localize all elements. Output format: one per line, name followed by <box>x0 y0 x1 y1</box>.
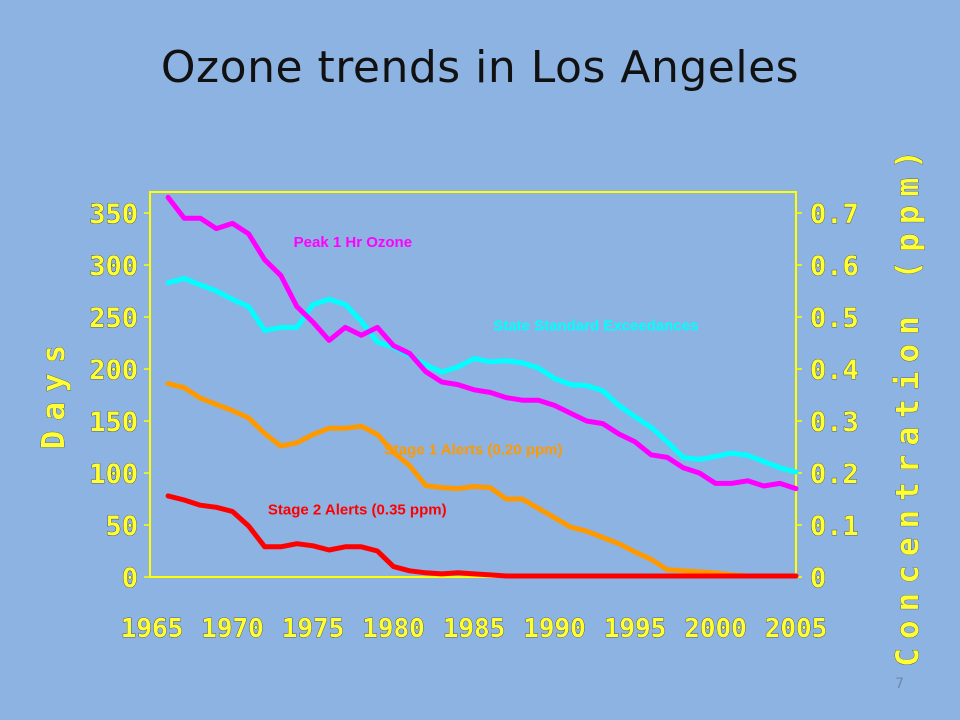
right-tick-label: 0.7 <box>810 199 859 230</box>
x-tick-label: 1985 <box>443 614 506 644</box>
series-annotation: Stage 2 Alerts (0.35 ppm) <box>268 502 447 519</box>
series-line-stage-2-alerts-0-35-ppm <box>165 493 799 579</box>
left-tick-label: 150 <box>89 407 138 438</box>
right-axis-title: Concentration (ppm) <box>890 141 926 667</box>
left-tick-label: 50 <box>105 511 138 542</box>
right-tick-label: 0.4 <box>810 355 859 386</box>
right-tick-label: 0.6 <box>810 251 859 282</box>
left-tick-label: 250 <box>89 303 138 334</box>
left-tick-label: 350 <box>89 199 138 230</box>
right-tick-label: 0.5 <box>810 303 859 334</box>
series-annotation: Stage 1 Alerts (0.20 ppm) <box>384 441 563 458</box>
x-tick-label: 2000 <box>684 614 747 644</box>
right-tick-label: 0.1 <box>810 511 859 542</box>
x-tick-label: 1995 <box>604 614 667 644</box>
right-axis-ticks: 0 0.1 0.2 0.3 0.4 0.5 0.6 0.7 <box>796 199 859 594</box>
x-tick-label: 1980 <box>362 614 425 644</box>
x-tick-label: 1970 <box>201 614 264 644</box>
right-tick-label: 0 <box>810 563 826 594</box>
x-tick-label: 2005 <box>765 614 828 644</box>
series-line-peak-1-hr-ozone <box>165 194 799 492</box>
plot-border <box>149 191 797 578</box>
left-tick-label: 200 <box>89 355 138 386</box>
left-tick-label: 100 <box>89 459 138 490</box>
page-number: 7 <box>895 676 904 692</box>
left-axis-title: Days <box>36 335 72 450</box>
series-line-state-standard-exceedances <box>165 276 799 475</box>
slide-title: Ozone trends in Los Angeles <box>160 42 800 93</box>
right-tick-label: 0.2 <box>810 459 859 490</box>
x-axis-ticks: 1965 1970 1975 1980 1985 1990 1995 2000 2005 <box>120 614 828 645</box>
series-lines <box>165 194 799 579</box>
series-line-stage-1-alerts-0-20-ppm <box>165 381 799 579</box>
x-tick-label: 1990 <box>523 614 586 644</box>
series-annotations: Peak 1 Hr Ozone State Standard Exceedance… <box>268 234 698 519</box>
x-tick-label: 1965 <box>121 614 184 644</box>
left-tick-label: 300 <box>89 251 138 282</box>
x-tick-label: 1975 <box>282 614 345 644</box>
left-axis-ticks: 0 50 100 150 200 250 300 350 <box>89 199 150 594</box>
right-tick-label: 0.3 <box>810 407 859 438</box>
left-tick-label: 0 <box>122 563 138 594</box>
series-annotation: Peak 1 Hr Ozone <box>294 234 412 251</box>
series-annotation: State Standard Exceedances <box>493 318 698 335</box>
